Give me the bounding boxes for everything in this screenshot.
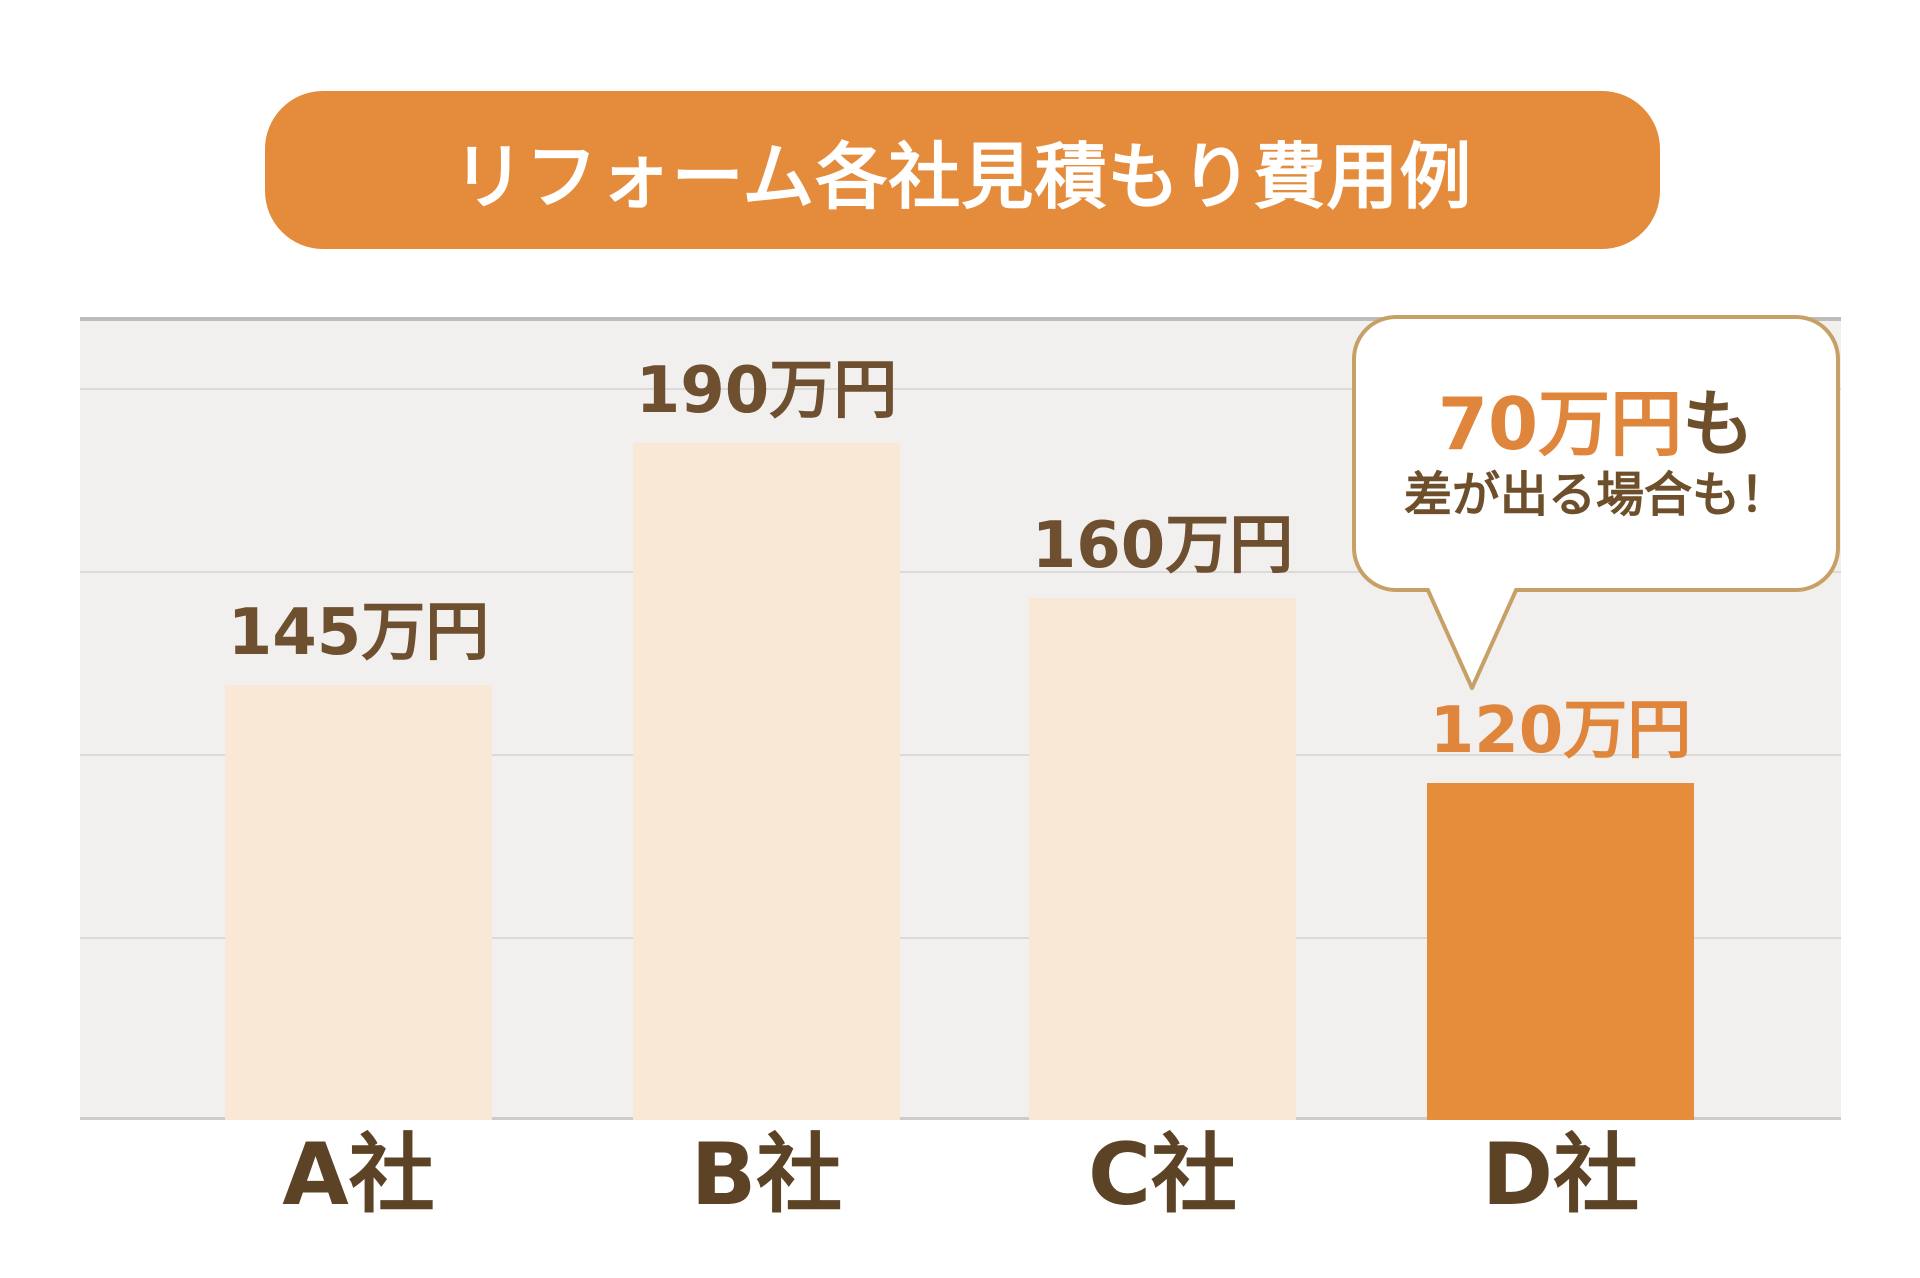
grid-line-3 <box>80 937 1841 939</box>
category-label-a: A社 <box>282 1125 435 1225</box>
grid-line-2 <box>80 754 1841 756</box>
category-label-d: D社 <box>1481 1125 1640 1225</box>
bar-d <box>1427 783 1694 1120</box>
callout-suffix: も <box>1682 381 1755 466</box>
callout-tail-icon <box>1425 588 1519 690</box>
bar-b <box>633 443 900 1120</box>
callout-amount: 70万円 <box>1437 381 1683 466</box>
category-label-b: B社 <box>690 1125 843 1225</box>
category-label-c: C社 <box>1087 1125 1238 1225</box>
bar-a <box>225 685 492 1120</box>
chart-title: リフォーム各社見積もり費用例 <box>452 134 1473 219</box>
value-label-d: 120万円 <box>1429 694 1692 768</box>
bar-c <box>1029 598 1296 1120</box>
chart-title-banner: リフォーム各社見積もり費用例 <box>265 91 1660 249</box>
callout-line1: 70万円も <box>1438 386 1754 463</box>
value-label-b: 190万円 <box>635 354 898 428</box>
value-label-a: 145万円 <box>227 596 490 670</box>
value-label-c: 160万円 <box>1031 509 1294 583</box>
callout-bubble: 70万円も 差が出る場合も！ <box>1352 315 1840 592</box>
grid-line-0 <box>80 388 1841 390</box>
grid-line-1 <box>80 571 1841 573</box>
callout-note: 差が出る場合も！ <box>1403 467 1788 524</box>
